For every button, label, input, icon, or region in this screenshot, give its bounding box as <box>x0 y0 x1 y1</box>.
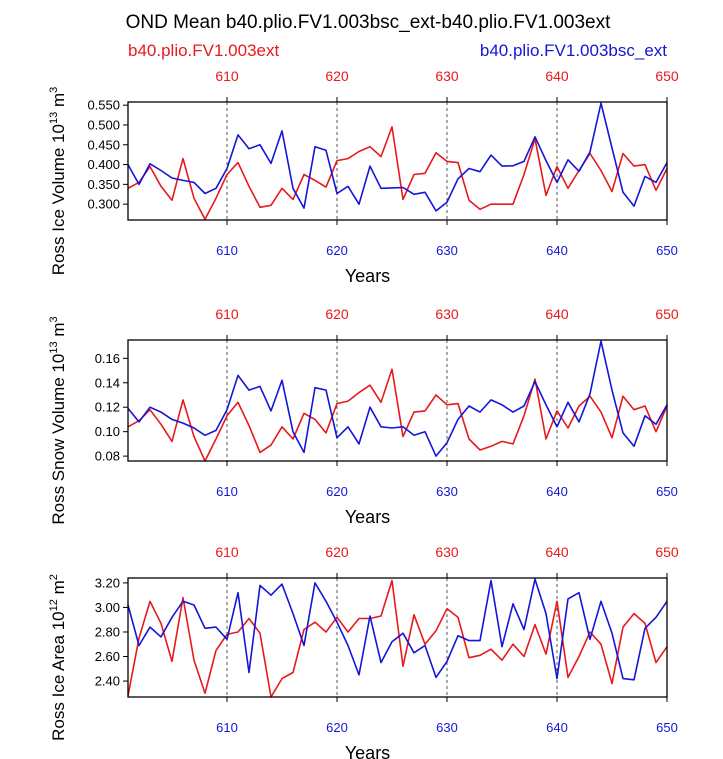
x-tick-label-bottom: 620 <box>326 243 348 258</box>
y-tick-label: 0.450 <box>87 137 120 152</box>
chart-title: OND Mean b40.plio.FV1.003bsc_ext-b40.pli… <box>126 12 611 33</box>
y-axis-label-part: 13 <box>48 112 60 124</box>
x-tick-label-top: 610 <box>215 68 239 84</box>
x-tick-label-bottom: 630 <box>436 720 458 735</box>
x-tick-label-bottom: 610 <box>216 243 238 258</box>
y-axis-label-part: 12 <box>48 599 60 611</box>
x-tick-label-top: 650 <box>655 306 679 322</box>
series-line-blue <box>127 340 668 457</box>
y-axis-label: Ross Snow Volume 1013 m3 <box>48 316 68 524</box>
y-tick-label: 0.500 <box>87 117 120 132</box>
y-axis-label-part: 2 <box>48 574 60 580</box>
series-line-blue <box>127 102 668 212</box>
x-tick-label-bottom: 620 <box>326 484 348 499</box>
chart-panel-3: 2.40 2.60 2.80 3.00 3.20 610 610 620 620 630 630 64… <box>48 544 679 759</box>
legend-right: b40.plio.FV1.003bsc_ext <box>480 41 667 60</box>
y-axis-label-part: m <box>49 322 68 341</box>
y-tick-label: 2.40 <box>95 674 120 689</box>
series-line-red <box>127 126 668 220</box>
x-tick-label-bottom: 640 <box>546 720 568 735</box>
x-tick-label-bottom: 640 <box>546 484 568 499</box>
series-line-red <box>127 579 668 698</box>
y-tick-label: 0.300 <box>87 197 120 212</box>
y-tick-label: 0.12 <box>95 400 120 415</box>
y-tick-label: 0.14 <box>95 375 120 390</box>
y-tick-label: 2.80 <box>95 624 120 639</box>
y-tick-label: 2.60 <box>95 649 120 664</box>
x-tick-label-top: 640 <box>545 544 569 560</box>
y-axis-label-part: Ross Snow Volume 10 <box>49 354 68 525</box>
y-axis-label: Ross Ice Volume 1013 m3 <box>48 87 68 275</box>
chart-panel-2: 0.08 0.10 0.12 0.14 0.16 610 610 620 620 630 630 64… <box>48 306 679 527</box>
x-tick-label-top: 620 <box>325 68 349 84</box>
y-tick-label: 3.20 <box>95 575 120 590</box>
plot-frame <box>127 339 668 462</box>
plot-frame <box>127 577 668 698</box>
series-line-blue <box>127 578 668 681</box>
y-tick-label: 0.10 <box>95 424 120 439</box>
x-tick-label-top: 620 <box>325 306 349 322</box>
y-axis-label-part: m <box>49 580 68 599</box>
x-axis-label: Years <box>345 266 390 286</box>
x-tick-label-top: 630 <box>435 68 459 84</box>
x-tick-label-bottom: 610 <box>216 720 238 735</box>
chart-panel-1: 0.300 0.350 0.400 0.450 0.500 0.550 610 610 620 6… <box>48 68 679 286</box>
x-tick-label-bottom: 620 <box>326 720 348 735</box>
y-axis-label: Ross Ice Area 1012 m2 <box>48 574 68 741</box>
series-line-red <box>127 368 668 462</box>
x-tick-label-top: 620 <box>325 544 349 560</box>
x-tick-label-bottom: 650 <box>656 720 678 735</box>
y-axis-label-part: 13 <box>48 341 60 353</box>
x-tick-label-bottom: 630 <box>436 484 458 499</box>
x-tick-label-bottom: 630 <box>436 243 458 258</box>
x-tick-label-bottom: 650 <box>656 484 678 499</box>
y-axis-label-part: 3 <box>48 316 60 322</box>
y-axis-label-part: Ross Ice Volume 10 <box>49 124 68 275</box>
panels: 0.300 0.350 0.400 0.450 0.500 0.550 610 610 620 6… <box>48 68 679 759</box>
y-axis-label-part: 3 <box>48 87 60 93</box>
y-tick-label: 0.550 <box>87 98 120 113</box>
x-axis-label: Years <box>345 507 390 527</box>
x-tick-label-top: 630 <box>435 544 459 560</box>
x-tick-label-top: 630 <box>435 306 459 322</box>
x-tick-label-bottom: 610 <box>216 484 238 499</box>
x-tick-label-top: 610 <box>215 306 239 322</box>
x-tick-label-top: 650 <box>655 544 679 560</box>
y-tick-label: 0.08 <box>95 449 120 464</box>
x-axis-label: Years <box>345 743 390 759</box>
x-tick-label-bottom: 640 <box>546 243 568 258</box>
x-tick-label-top: 650 <box>655 68 679 84</box>
legend-left: b40.plio.FV1.003ext <box>128 41 279 60</box>
y-axis-label-part: Ross Ice Area 10 <box>49 611 68 740</box>
x-tick-label-bottom: 650 <box>656 243 678 258</box>
y-axis-label-part: m <box>49 93 68 112</box>
y-tick-label: 0.400 <box>87 157 120 172</box>
y-tick-label: 0.16 <box>95 351 120 366</box>
x-tick-label-top: 640 <box>545 306 569 322</box>
y-tick-label: 3.00 <box>95 600 120 615</box>
x-tick-label-top: 640 <box>545 68 569 84</box>
plot-frame <box>127 101 668 221</box>
x-tick-label-top: 610 <box>215 544 239 560</box>
y-tick-label: 0.350 <box>87 177 120 192</box>
